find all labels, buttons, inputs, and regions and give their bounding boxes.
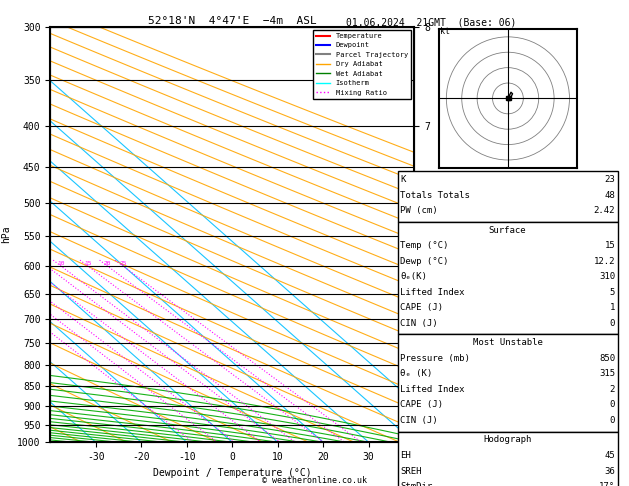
Text: θₑ(K): θₑ(K) — [400, 272, 427, 281]
X-axis label: Dewpoint / Temperature (°C): Dewpoint / Temperature (°C) — [153, 468, 311, 478]
Text: 17°: 17° — [599, 482, 615, 486]
Text: 850: 850 — [599, 354, 615, 363]
Text: 0: 0 — [610, 400, 615, 410]
Text: 20: 20 — [104, 261, 111, 266]
Text: 45: 45 — [604, 451, 615, 460]
Legend: Temperature, Dewpoint, Parcel Trajectory, Dry Adiabat, Wet Adiabat, Isotherm, Mi: Temperature, Dewpoint, Parcel Trajectory… — [313, 30, 411, 99]
Text: © weatheronline.co.uk: © weatheronline.co.uk — [262, 476, 367, 485]
Text: 310: 310 — [599, 272, 615, 281]
Text: 15: 15 — [604, 241, 615, 250]
Text: CIN (J): CIN (J) — [400, 319, 438, 328]
Text: Pressure (mb): Pressure (mb) — [400, 354, 470, 363]
Text: Lifted Index: Lifted Index — [400, 385, 465, 394]
Text: Hodograph: Hodograph — [484, 435, 532, 445]
Text: Surface: Surface — [489, 226, 526, 235]
Text: 5: 5 — [610, 288, 615, 297]
Text: Temp (°C): Temp (°C) — [400, 241, 448, 250]
Text: Lifted Index: Lifted Index — [400, 288, 465, 297]
Title: 52°18'N  4°47'E  −4m  ASL: 52°18'N 4°47'E −4m ASL — [148, 16, 316, 26]
Text: 48: 48 — [604, 191, 615, 200]
Text: 2: 2 — [610, 385, 615, 394]
Y-axis label: km
ASL: km ASL — [435, 226, 457, 243]
Text: Mixing Ratio (g/kg): Mixing Ratio (g/kg) — [450, 224, 460, 312]
Text: 0: 0 — [610, 416, 615, 425]
Text: LCL: LCL — [421, 420, 436, 429]
Text: 315: 315 — [599, 369, 615, 379]
Text: θₑ (K): θₑ (K) — [400, 369, 432, 379]
Text: PW (cm): PW (cm) — [400, 206, 438, 215]
Text: CAPE (J): CAPE (J) — [400, 303, 443, 312]
Text: 12.2: 12.2 — [594, 257, 615, 266]
Text: 36: 36 — [604, 467, 615, 476]
Text: 23: 23 — [604, 175, 615, 184]
Text: kt: kt — [440, 27, 450, 36]
Text: 01.06.2024  21GMT  (Base: 06): 01.06.2024 21GMT (Base: 06) — [346, 17, 516, 27]
Text: Dewp (°C): Dewp (°C) — [400, 257, 448, 266]
Text: Totals Totals: Totals Totals — [400, 191, 470, 200]
Text: CIN (J): CIN (J) — [400, 416, 438, 425]
Text: 10: 10 — [57, 261, 65, 266]
Text: Most Unstable: Most Unstable — [472, 338, 543, 347]
Text: SREH: SREH — [400, 467, 421, 476]
Text: K: K — [400, 175, 406, 184]
Text: 1: 1 — [610, 303, 615, 312]
Text: CAPE (J): CAPE (J) — [400, 400, 443, 410]
Text: 0: 0 — [610, 319, 615, 328]
Text: 25: 25 — [120, 261, 126, 266]
Text: EH: EH — [400, 451, 411, 460]
Y-axis label: hPa: hPa — [1, 226, 11, 243]
Text: 15: 15 — [84, 261, 91, 266]
Text: 2.42: 2.42 — [594, 206, 615, 215]
Text: StmDir: StmDir — [400, 482, 432, 486]
